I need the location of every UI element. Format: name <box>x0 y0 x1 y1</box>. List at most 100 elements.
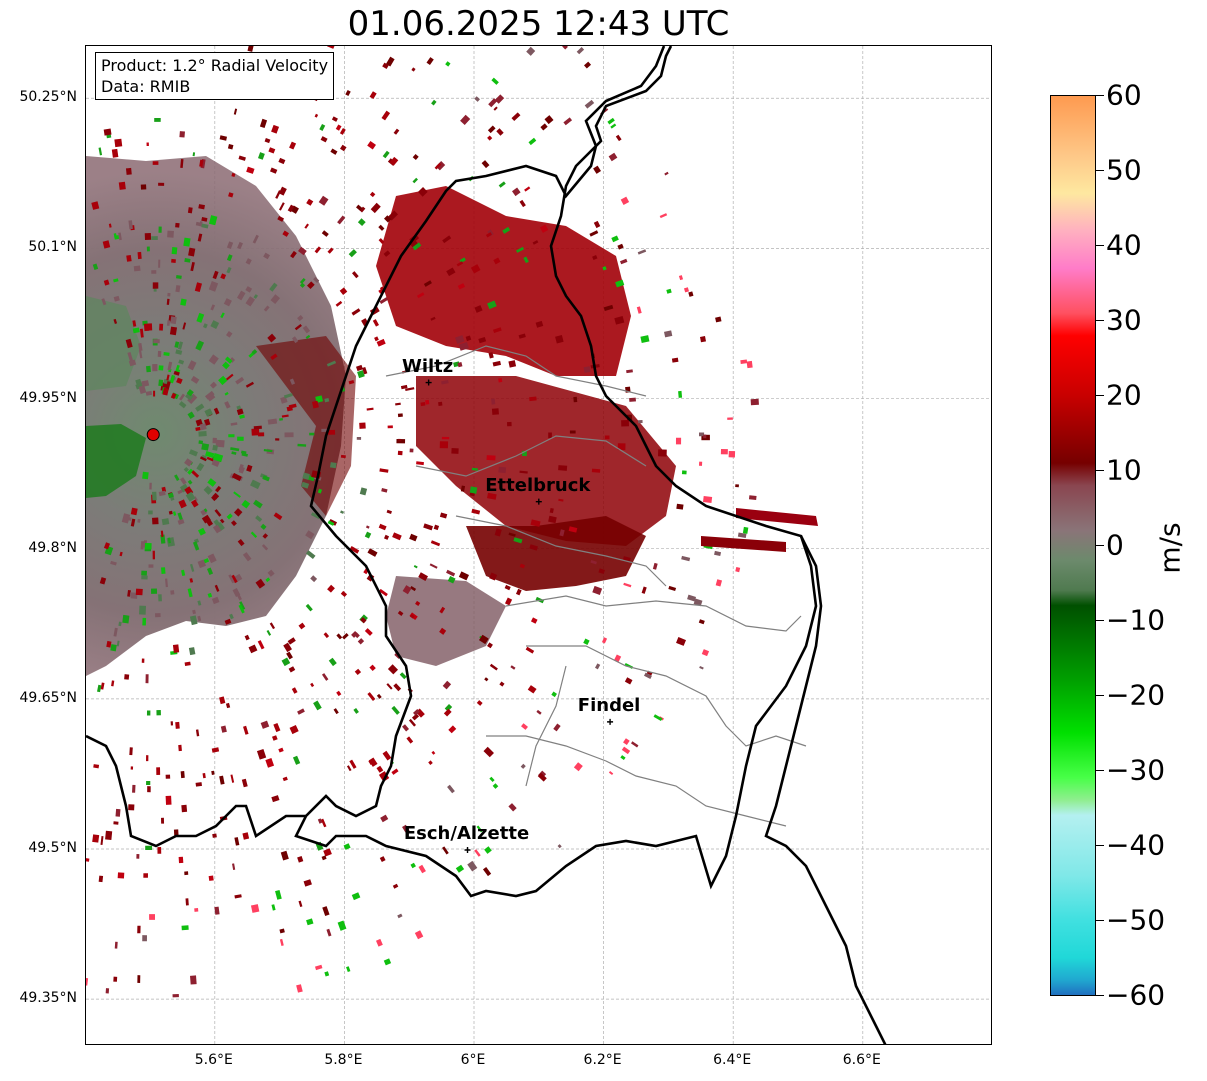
echo-speckle <box>676 637 686 646</box>
echo-speckle <box>699 432 705 437</box>
echo-speckle <box>590 560 597 565</box>
echo-speckle <box>529 544 538 551</box>
echo-speckle <box>324 971 330 977</box>
echo-speckle <box>246 464 253 472</box>
echo-speckle <box>487 300 497 310</box>
radar-site-marker[interactable] <box>146 428 160 442</box>
echo-speckle <box>666 288 672 294</box>
echo-speckle <box>698 461 703 466</box>
echo-speckle <box>245 296 256 307</box>
echo-speckle <box>507 421 512 427</box>
echo-speckle <box>198 527 206 536</box>
echo-speckle <box>207 553 217 564</box>
echo-speckle <box>604 435 610 440</box>
echo-speckle <box>126 255 132 262</box>
colorbar-tick <box>1096 695 1104 696</box>
echo-speckle <box>487 642 493 649</box>
echo-speckle <box>623 738 630 746</box>
radar-site-dot[interactable] <box>146 428 160 442</box>
echo-speckle <box>392 532 402 541</box>
echo-speckle <box>86 977 89 986</box>
echo-speckle <box>375 938 383 947</box>
echo-speckle <box>329 462 337 469</box>
colorbar-tick <box>1096 470 1104 471</box>
echo-speckle <box>195 340 205 351</box>
echo-speckle <box>161 518 170 526</box>
echo-speckle <box>146 755 149 762</box>
echo-speckle <box>348 380 355 385</box>
echo-speckle <box>349 546 360 554</box>
echo-speckle <box>239 414 245 419</box>
echo-speckle <box>149 482 152 490</box>
echo-speckle <box>460 485 466 492</box>
echo-speckle <box>290 250 297 259</box>
echo-speckle <box>409 239 419 249</box>
echo-speckle <box>518 333 526 339</box>
echo-speckle <box>218 375 228 386</box>
echo-speckle <box>383 958 392 966</box>
echo-speckle <box>178 401 187 409</box>
colorbar-tick <box>1096 245 1104 246</box>
echo-speckle <box>266 630 272 636</box>
echo-speckle <box>173 370 180 376</box>
echo-speckle <box>298 900 303 908</box>
echo-speckle <box>305 530 315 540</box>
echo-speckle <box>255 515 263 523</box>
colorbar-tick-label: −60 <box>1106 978 1166 1012</box>
echo-speckle <box>402 824 411 834</box>
echo-speckle <box>260 523 267 530</box>
echo-speckle <box>201 216 208 222</box>
echo-speckle <box>340 454 346 459</box>
echo-speckle <box>314 964 323 971</box>
echo-speckle <box>140 541 145 550</box>
echo-speckle <box>638 420 643 424</box>
echo-speckle <box>386 509 392 514</box>
echo-speckle <box>699 666 704 670</box>
echo-speckle <box>178 856 184 864</box>
echo-speckle <box>494 94 505 104</box>
echo-speckle <box>524 186 531 192</box>
echo-speckle <box>167 361 173 371</box>
echo-speckle <box>598 568 605 575</box>
echo-speckle <box>637 249 647 255</box>
echo-speckle <box>636 306 642 314</box>
echo-speckle <box>573 396 578 403</box>
echo-speckle <box>113 295 120 302</box>
echo-speckle <box>441 436 450 440</box>
echo-speckle <box>441 380 449 385</box>
echo-speckle <box>97 684 102 693</box>
radar-map[interactable] <box>86 46 992 1045</box>
echo-speckle <box>227 144 234 150</box>
echo-speckle <box>310 575 318 583</box>
echo-speckle <box>230 422 238 426</box>
echo-speckle <box>203 485 213 495</box>
colorbar-tick-label: −30 <box>1106 753 1166 787</box>
echo-speckle <box>470 264 481 274</box>
latitude-tick-label: 49.5°N <box>28 840 77 856</box>
echo-speckle <box>530 617 538 624</box>
echo-speckle <box>105 988 110 994</box>
echo-speckle <box>118 181 126 190</box>
echo-speckle <box>128 804 135 811</box>
echo-speckle <box>289 141 297 150</box>
echo-speckle <box>199 456 207 462</box>
echo-speckle <box>301 481 310 489</box>
echo-speckle <box>260 720 270 729</box>
colorbar-tick <box>1096 95 1104 96</box>
echo-speckle <box>273 512 283 521</box>
echo-speckle <box>141 575 148 580</box>
echo-speckle <box>144 543 152 550</box>
echo-speckle <box>537 772 547 782</box>
echo-speckle <box>391 705 400 715</box>
echo-speckle <box>192 609 196 615</box>
echo-speckle <box>279 202 285 211</box>
echo-speckle <box>270 167 278 174</box>
echo-speckle <box>270 353 278 361</box>
echo-speckle <box>158 182 165 186</box>
echo-speckle <box>190 499 199 508</box>
product-label: Product: 1.2° Radial Velocity <box>101 56 329 75</box>
echo-speckle <box>153 390 156 397</box>
map-panel[interactable] <box>85 45 992 1045</box>
city-marker <box>535 498 542 505</box>
echo-speckle <box>145 845 153 850</box>
